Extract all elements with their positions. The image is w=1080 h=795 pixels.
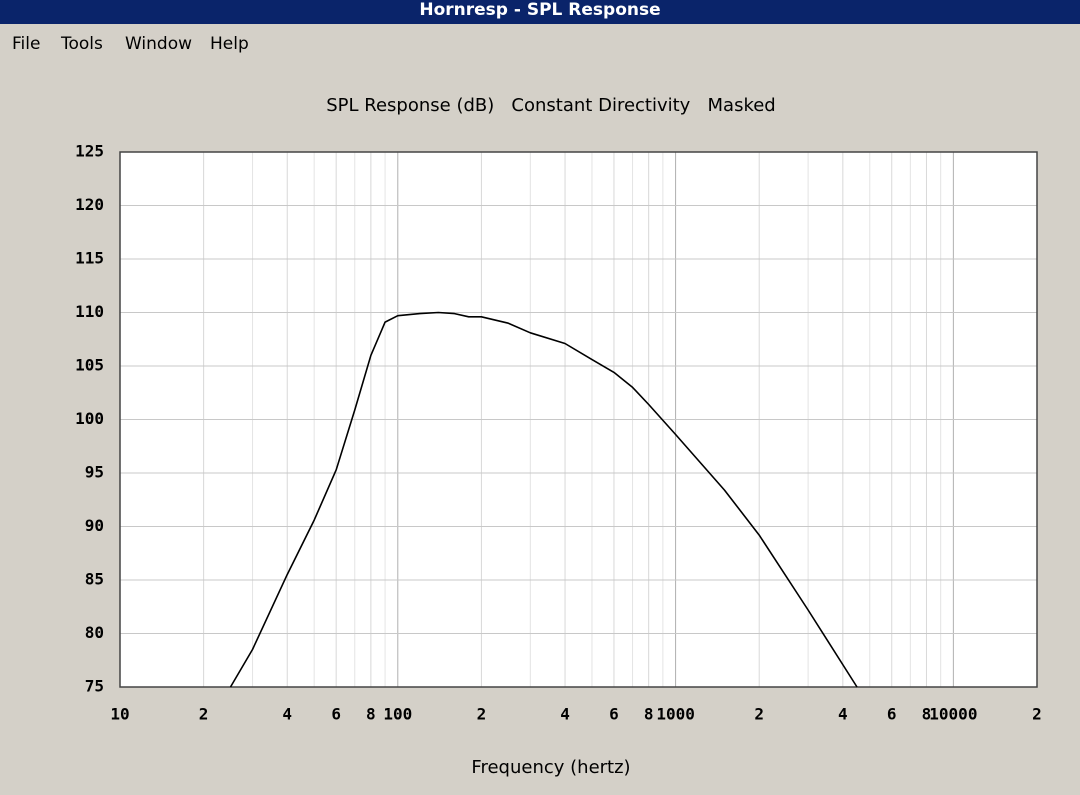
y-tick-label: 110: [75, 302, 104, 321]
y-tick-label: 95: [85, 463, 104, 482]
y-tick-label: 90: [85, 516, 104, 535]
y-tick-label: 120: [75, 195, 104, 214]
menu-item[interactable]: File: [12, 34, 41, 54]
x-tick-label: 2: [1032, 705, 1042, 724]
x-tick-label: 10: [110, 705, 129, 724]
x-tick-label: 4: [838, 705, 848, 724]
x-tick-label: 4: [560, 705, 570, 724]
x-tick-label: 8: [922, 705, 932, 724]
x-tick-label: 2: [477, 705, 487, 724]
menu-item[interactable]: Window: [125, 34, 193, 54]
plot-border: [119, 151, 1038, 688]
x-tick-label: 6: [609, 705, 619, 724]
x-tick-label: 2: [754, 705, 764, 724]
y-tick-label: 80: [85, 623, 104, 642]
y-tick-label: 125: [75, 142, 104, 161]
menu-item[interactable]: Help: [210, 34, 249, 54]
y-tick-label: 105: [75, 356, 104, 375]
x-tick-label: 4: [282, 705, 292, 724]
x-tick-label: 8: [644, 705, 654, 724]
y-tick-label: 100: [75, 409, 104, 428]
spl-curve: [229, 311, 858, 688]
x-tick-label: 1000: [656, 705, 695, 724]
x-tick-label: 6: [331, 705, 341, 724]
x-tick-label: 2: [199, 705, 209, 724]
x-axis-label: Frequency (hertz): [471, 757, 630, 778]
x-tick-label: 6: [887, 705, 897, 724]
y-tick-label: 115: [75, 249, 104, 268]
y-tick-label: 75: [85, 677, 104, 696]
y-tick-label: 85: [85, 570, 104, 589]
window-title: Hornresp - SPL Response: [0, 0, 1080, 24]
menu-item[interactable]: Tools: [61, 34, 103, 54]
x-tick-label: 8: [366, 705, 376, 724]
x-tick-label: 100: [383, 705, 412, 724]
chart-title: SPL Response (dB) Constant Directivity M…: [326, 95, 775, 116]
x-tick-label: 10000: [929, 705, 977, 724]
